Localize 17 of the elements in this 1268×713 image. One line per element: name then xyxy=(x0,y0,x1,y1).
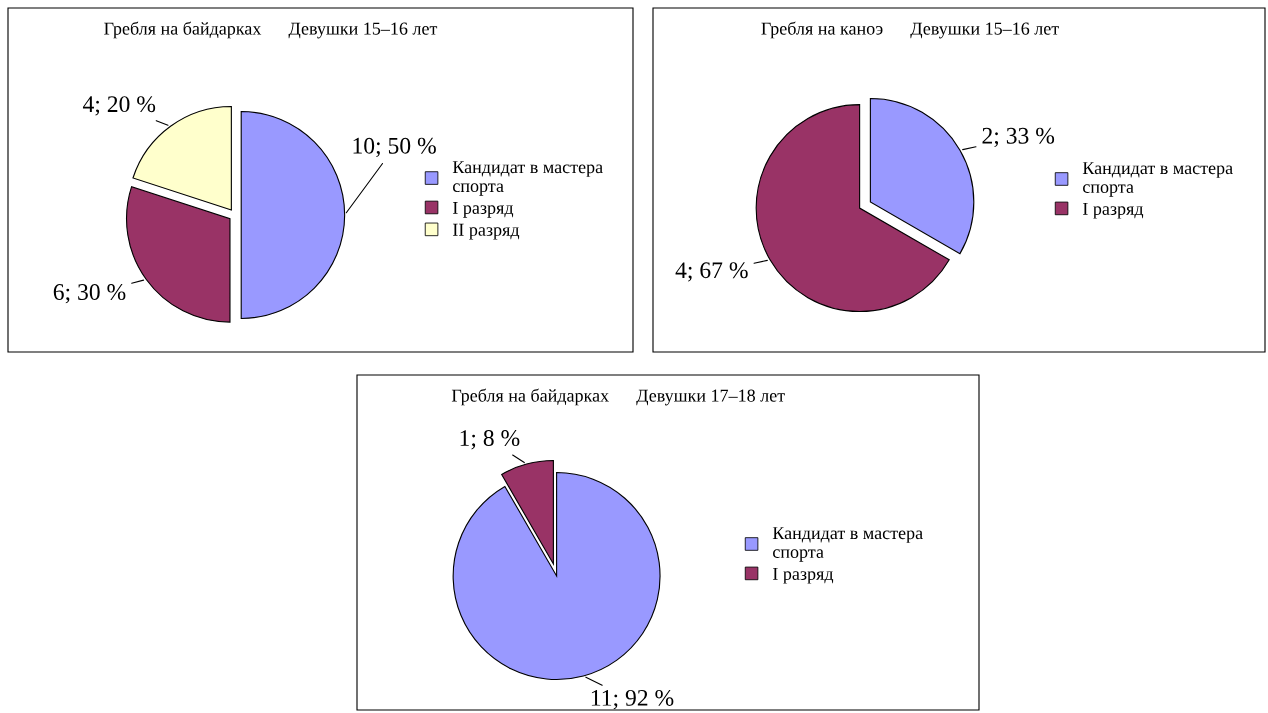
legend-label: Кандидат в мастера спорта xyxy=(1082,162,1233,197)
legend-label: I разряд xyxy=(1082,202,1144,219)
legend-label: Кандидат в мастера спорта xyxy=(772,527,923,562)
data-label: 2; 33 % xyxy=(982,127,1055,148)
data-label: 6; 30 % xyxy=(53,284,126,304)
data-label: 1; 8 % xyxy=(460,430,520,450)
data-label: 4; 67 % xyxy=(675,262,748,282)
chart-title: Гребля на каноэ Девушки 15–16 лет xyxy=(761,21,1059,39)
data-label: 11; 92 % xyxy=(591,689,674,710)
legend-label: I разряд xyxy=(452,201,514,218)
chart-title: Гребля на байдарках Девушки 15–16 лет xyxy=(104,21,438,39)
data-label: 10; 50 % xyxy=(353,137,436,158)
legend-label: II разряд xyxy=(452,223,520,240)
data-label: 4; 20 % xyxy=(82,96,156,116)
legend-label: Кандидат в мастера спорта xyxy=(452,161,603,196)
chart-title: Гребля на байдарках Девушки 17–18 лет xyxy=(451,388,785,406)
legend-label: I разряд xyxy=(772,567,834,584)
